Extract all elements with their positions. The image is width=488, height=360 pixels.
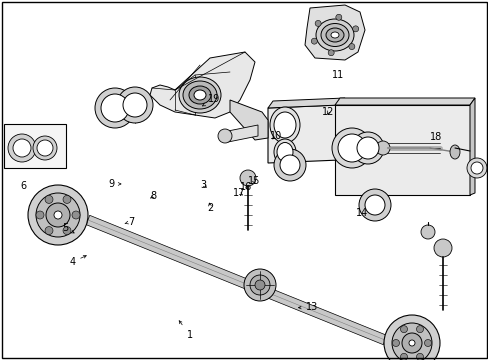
Text: 10: 10 <box>269 131 282 141</box>
Circle shape <box>424 339 430 346</box>
Circle shape <box>364 195 384 215</box>
Circle shape <box>46 203 70 227</box>
Polygon shape <box>86 215 386 345</box>
Text: 4: 4 <box>69 256 86 267</box>
Circle shape <box>358 189 390 221</box>
Text: 19: 19 <box>202 94 220 106</box>
Text: 9: 9 <box>108 179 121 189</box>
Polygon shape <box>469 98 474 195</box>
Circle shape <box>33 136 57 160</box>
Text: 5: 5 <box>62 223 74 233</box>
Circle shape <box>416 354 423 360</box>
Text: 1: 1 <box>179 321 192 340</box>
Text: 14: 14 <box>355 208 367 218</box>
Text: 18: 18 <box>429 132 442 142</box>
Polygon shape <box>227 125 258 142</box>
Ellipse shape <box>315 19 353 51</box>
Polygon shape <box>267 98 345 108</box>
Circle shape <box>416 326 423 333</box>
Circle shape <box>45 195 53 203</box>
Circle shape <box>337 134 365 162</box>
Text: 6: 6 <box>20 181 26 192</box>
Circle shape <box>45 226 53 235</box>
Circle shape <box>391 323 431 360</box>
Ellipse shape <box>320 23 348 46</box>
Circle shape <box>327 50 333 56</box>
Ellipse shape <box>325 28 343 42</box>
Text: 8: 8 <box>150 191 156 201</box>
Ellipse shape <box>330 32 338 38</box>
Circle shape <box>36 193 80 237</box>
Polygon shape <box>150 52 254 118</box>
Circle shape <box>37 140 53 156</box>
Text: 2: 2 <box>207 203 213 213</box>
Circle shape <box>8 134 36 162</box>
Polygon shape <box>334 98 474 105</box>
Circle shape <box>273 149 305 181</box>
Circle shape <box>280 155 299 175</box>
Circle shape <box>314 21 321 26</box>
Circle shape <box>28 185 88 245</box>
Circle shape <box>117 87 153 123</box>
Ellipse shape <box>449 145 459 159</box>
Circle shape <box>408 340 414 346</box>
Circle shape <box>13 139 31 157</box>
Circle shape <box>433 239 451 257</box>
Circle shape <box>335 14 341 20</box>
Circle shape <box>218 129 231 143</box>
Circle shape <box>311 38 317 44</box>
Circle shape <box>72 211 80 219</box>
Polygon shape <box>305 5 364 60</box>
Circle shape <box>63 195 71 203</box>
Polygon shape <box>334 105 469 195</box>
Text: 16: 16 <box>240 182 252 192</box>
Circle shape <box>123 93 147 117</box>
Text: 12: 12 <box>322 107 334 117</box>
Circle shape <box>254 280 264 290</box>
Ellipse shape <box>189 86 210 104</box>
Circle shape <box>95 88 135 128</box>
Circle shape <box>348 44 354 50</box>
Text: 17: 17 <box>233 188 245 198</box>
Text: 3: 3 <box>200 180 206 190</box>
Circle shape <box>244 269 275 301</box>
Circle shape <box>36 211 44 219</box>
Circle shape <box>54 211 62 219</box>
Circle shape <box>331 128 371 168</box>
Polygon shape <box>229 100 267 140</box>
Ellipse shape <box>273 112 295 138</box>
Circle shape <box>470 162 482 174</box>
Circle shape <box>356 137 378 159</box>
Circle shape <box>352 26 358 32</box>
Circle shape <box>420 225 434 239</box>
Ellipse shape <box>194 90 205 100</box>
Circle shape <box>63 226 71 235</box>
Circle shape <box>240 170 256 186</box>
Circle shape <box>101 94 129 122</box>
Circle shape <box>392 339 399 346</box>
Ellipse shape <box>276 143 292 162</box>
Text: 13: 13 <box>298 302 318 312</box>
Text: 7: 7 <box>125 217 134 227</box>
Bar <box>4 124 66 168</box>
Circle shape <box>351 132 383 164</box>
Ellipse shape <box>269 107 299 143</box>
Ellipse shape <box>179 77 221 113</box>
Circle shape <box>375 141 389 155</box>
Ellipse shape <box>183 81 217 109</box>
Text: 11: 11 <box>331 70 344 80</box>
Circle shape <box>400 354 407 360</box>
Circle shape <box>383 315 439 360</box>
Circle shape <box>466 158 486 178</box>
Circle shape <box>400 326 407 333</box>
Circle shape <box>401 333 421 353</box>
Text: 15: 15 <box>247 176 260 186</box>
Circle shape <box>249 275 269 295</box>
Ellipse shape <box>273 139 295 165</box>
Polygon shape <box>267 105 339 163</box>
